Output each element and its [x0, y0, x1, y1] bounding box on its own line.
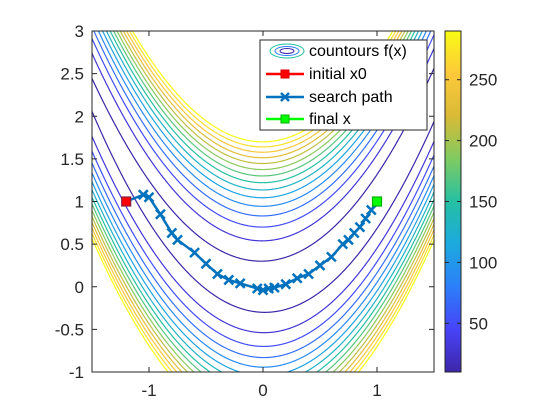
x-tick-label: -1: [141, 381, 156, 400]
legend-label-search-path: search path: [309, 89, 393, 106]
contour-line: [92, 215, 434, 372]
contour-line: [92, 161, 434, 359]
search-path-marker: [172, 234, 183, 246]
y-tick-label: 0.5: [60, 235, 84, 254]
y-tick-label: 0: [75, 278, 84, 297]
legend-label-final: final x: [309, 111, 351, 128]
contour-level-10: [92, 66, 434, 313]
colorbar-tick-label: 50: [469, 314, 488, 333]
search-path-marker: [137, 189, 149, 201]
search-path-marker: [365, 204, 377, 216]
contour-level-30: [92, 46, 434, 334]
search-path-marker: [314, 260, 326, 271]
legend-entry-final: final x: [266, 111, 351, 128]
legend-entry-search-path: search path: [266, 89, 393, 106]
legend-label-contours: countours f(x): [309, 43, 407, 60]
final-point-marker: [371, 196, 383, 207]
contour-line: [92, 231, 434, 372]
contour-line: [92, 209, 434, 372]
contour-line: [92, 202, 434, 372]
y-tick-label: 1.5: [60, 150, 84, 169]
search-path-marker: [360, 213, 371, 224]
colorbar-tick-label: 150: [469, 193, 497, 212]
colorbar-ticks: 50 100 150 200 250: [445, 71, 497, 333]
contour-line: [92, 237, 434, 372]
legend-entry-contours: countours f(x): [269, 43, 407, 60]
search-path-marker: [223, 274, 235, 286]
contour-line: [92, 226, 434, 372]
contour-line: [92, 134, 434, 334]
colorbar-tick-label: 100: [469, 253, 497, 272]
axes: -1 0 1 -1 -0.5 0 0.5 1 1.5 2 2.5 3: [55, 22, 434, 400]
search-path-marker: [234, 277, 246, 289]
legend-label-initial: initial x0: [309, 66, 367, 83]
colorbar-tick-label: 200: [469, 132, 497, 151]
y-tick-label: -0.5: [55, 320, 84, 339]
contour-line: [92, 195, 434, 372]
contour-line: [92, 149, 434, 348]
contour-line: [92, 188, 434, 372]
data-series: [121, 189, 383, 296]
search-path-marker: [143, 191, 155, 203]
search-path-marker: [303, 268, 314, 280]
search-path-marker: [155, 208, 166, 220]
search-path-marker: [291, 272, 303, 284]
y-tick-label: 2: [75, 107, 84, 126]
colorbar-tick-label: 250: [469, 71, 497, 90]
y-tick-label: -1: [69, 363, 84, 382]
contour-line: [92, 33, 434, 228]
y-tick-label: 1: [75, 193, 84, 212]
contour-line: [92, 46, 434, 242]
contour-line: [92, 220, 434, 372]
search-path-marker: [280, 278, 292, 290]
y-tick-label: 3: [75, 22, 84, 41]
legend: countours f(x) initial x0 search path fi…: [259, 39, 428, 131]
colorbar: 50 100 150 200 250: [444, 30, 497, 373]
search-path-marker: [200, 258, 212, 270]
search-path-marker: [269, 282, 280, 293]
contour-line: [92, 66, 434, 262]
x-tick-label: 0: [258, 381, 267, 400]
contour-line: [92, 180, 434, 372]
initial-point-marker: [121, 196, 132, 207]
search-path-marker: [189, 247, 200, 259]
search-path-marker: [326, 251, 337, 263]
legend-entry-initial: initial x0: [266, 66, 367, 83]
contour-line: [92, 109, 434, 313]
search-path-marker: [212, 268, 223, 280]
y-tick-label: 2.5: [60, 65, 84, 84]
search-path-marker: [354, 221, 366, 233]
x-tick-label: 1: [372, 381, 381, 400]
contour-level-50: [92, 33, 434, 348]
